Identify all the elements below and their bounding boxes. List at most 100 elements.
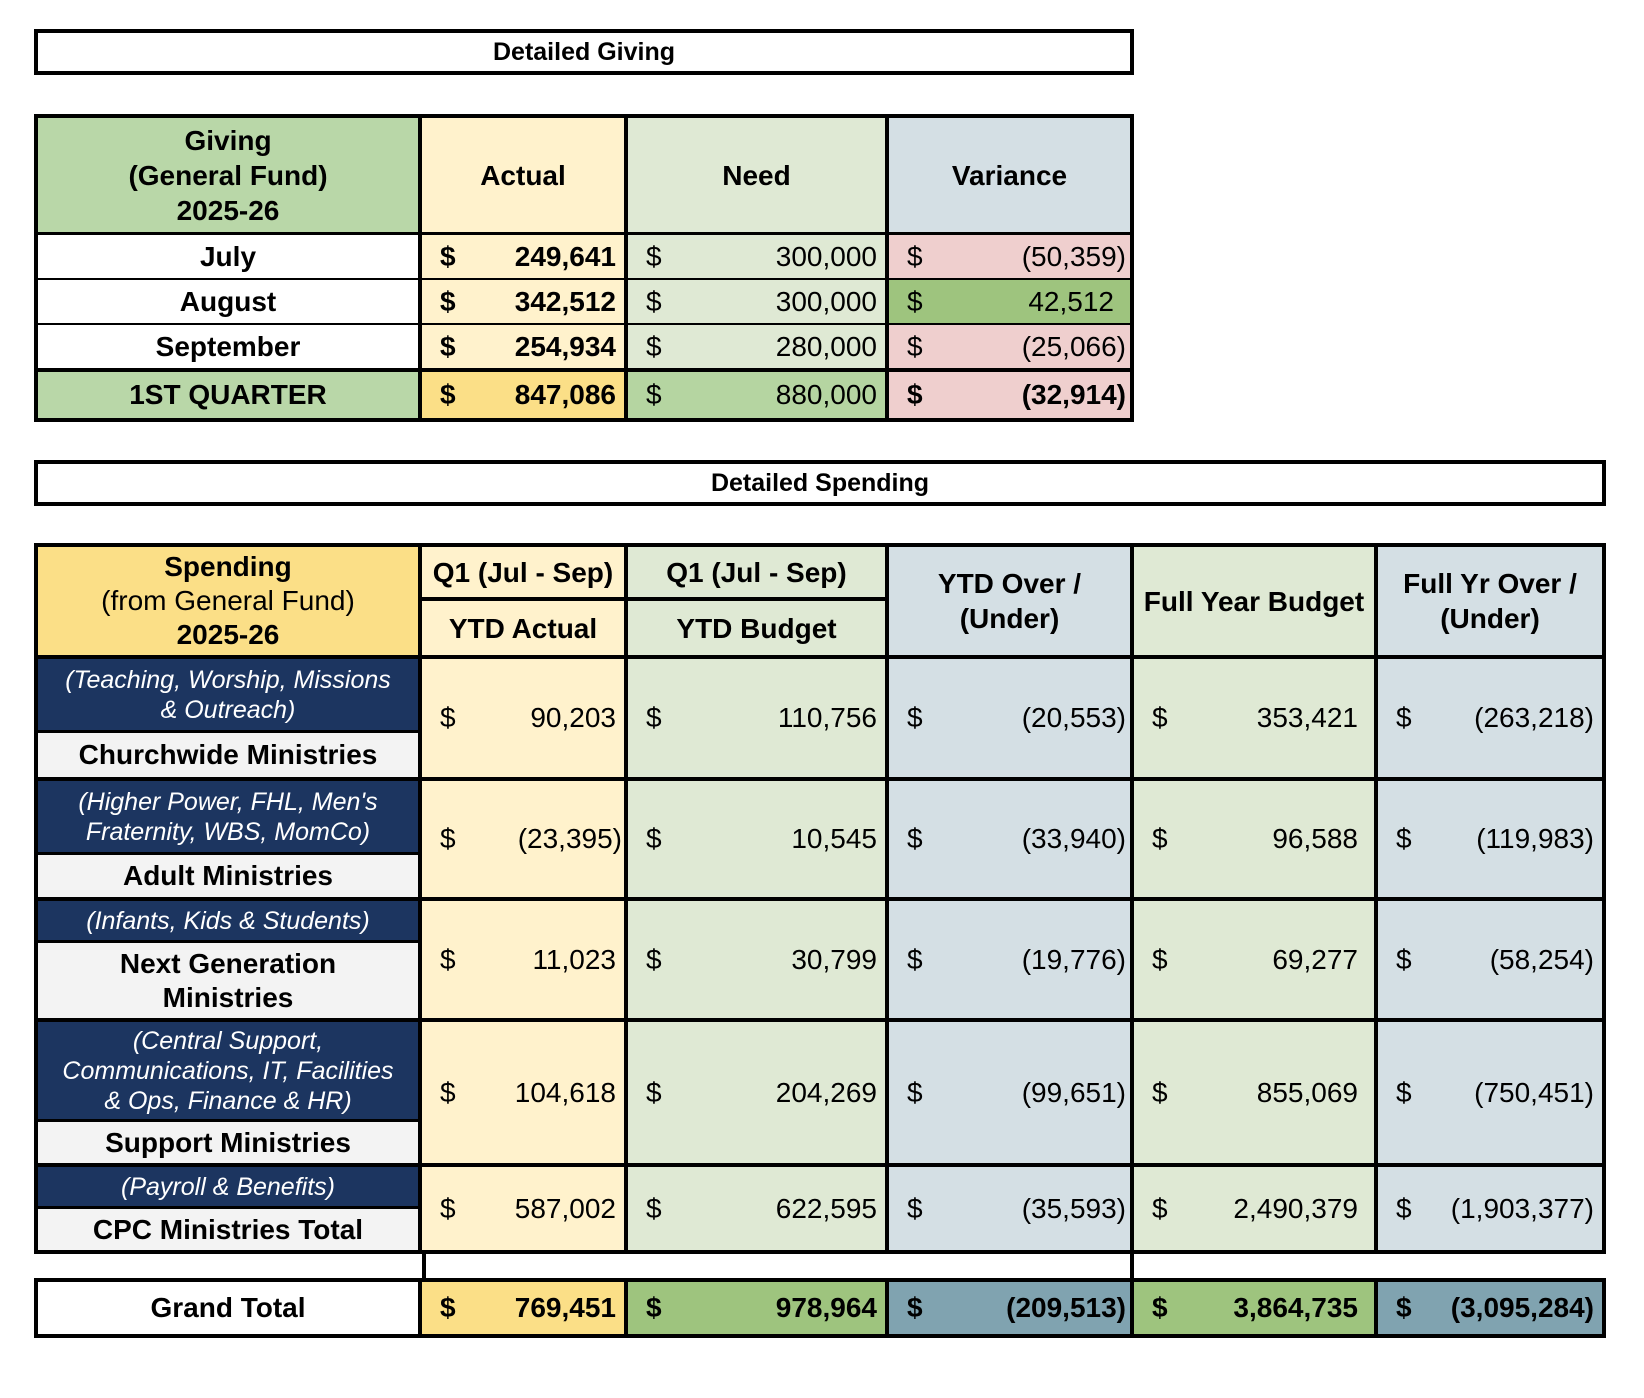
spending-label-header: Spending (from General Fund) 2025-26 [38, 547, 418, 655]
ytd-budget-cell: $ 10,545 [628, 781, 885, 897]
full-budget-cell: $ 2,490,379 [1134, 1167, 1374, 1250]
ministry-label: Support Ministries [38, 1122, 418, 1163]
ytd-actual-header: YTD Actual [422, 601, 624, 655]
full-over-cell: $ (1,903,377) [1378, 1167, 1602, 1250]
grand-total-budget-value: 978,964 [775, 1292, 877, 1323]
grand-total-full-over-cell: $ (3,095,284) [1378, 1282, 1602, 1334]
grand-total-actual-cell: $ 769,451 [422, 1282, 624, 1334]
full-over-cell: $ (119,983) [1378, 781, 1602, 897]
ministry-description-line: & Ops, Finance & HR) [104, 1086, 352, 1115]
ytd-over-value: (20,553) [1021, 702, 1126, 733]
spacer-right [1134, 1254, 1606, 1282]
giving-actual-cell: $ 249,641 [422, 235, 624, 278]
currency-symbol: $ [440, 285, 456, 317]
ministry-label-line: Ministries [162, 981, 294, 1013]
currency-symbol: $ [1396, 823, 1412, 854]
giving-actual-value: 249,641 [514, 240, 616, 272]
giving-total-actual-value: 847,086 [514, 379, 616, 410]
currency-symbol: $ [1152, 1192, 1168, 1224]
ministry-label: Next Generation Ministries [38, 943, 418, 1018]
spending-header-line1: Spending [164, 551, 292, 582]
ytd-over-header-line1: YTD Over / [937, 568, 1082, 599]
giving-actual-header: Actual [422, 118, 624, 232]
giving-variance-value: 42,512 [1028, 285, 1114, 317]
full-budget-value: 353,421 [1256, 702, 1358, 733]
full-over-value: (58,254) [1489, 943, 1594, 975]
ministry-description-line: (Teaching, Worship, Missions [65, 665, 391, 694]
currency-symbol: $ [1396, 1076, 1412, 1108]
currency-symbol: $ [440, 379, 456, 410]
ytd-budget-cell: $ 30,799 [628, 901, 885, 1018]
grand-total-budget-cell: $ 978,964 [628, 1282, 885, 1334]
ministry-description: (Higher Power, FHL, Men's Fraternity, WB… [38, 781, 418, 852]
ytd-actual-value: 11,023 [532, 943, 616, 975]
full-budget-value: 96,588 [1272, 823, 1358, 854]
currency-symbol: $ [646, 379, 662, 410]
currency-symbol: $ [646, 702, 662, 733]
currency-symbol: $ [907, 823, 923, 854]
currency-symbol: $ [440, 330, 456, 362]
full-over-header: Full Yr Over / (Under) [1378, 547, 1602, 655]
giving-header-line3: 2025-26 [176, 194, 280, 226]
giving-variance-cell: $ (50,359) [889, 235, 1130, 278]
ytd-actual-cell: $ 11,023 [422, 901, 624, 1018]
currency-symbol: $ [646, 240, 662, 272]
ytd-actual-cell: $ (23,395) [422, 781, 624, 897]
ytd-budget-cell: $ 110,756 [628, 659, 885, 777]
currency-symbol: $ [907, 240, 923, 272]
ministry-description-line: (Higher Power, FHL, Men's [78, 787, 378, 816]
ministry-description-line: Fraternity, WBS, MomCo) [85, 817, 371, 846]
currency-symbol: $ [907, 330, 923, 362]
currency-symbol: $ [646, 1292, 662, 1323]
currency-symbol: $ [1152, 943, 1168, 975]
giving-table: Giving (General Fund) 2025-26 Actual Nee… [34, 114, 1134, 422]
spacer-mid [426, 1254, 1130, 1282]
ytd-budget-value: 30,799 [791, 943, 877, 975]
giving-total-need-value: 880,000 [775, 379, 877, 410]
giving-variance-value: (25,066) [1021, 330, 1126, 362]
giving-row-label: August [38, 280, 418, 323]
currency-symbol: $ [1396, 1192, 1412, 1224]
currency-symbol: $ [907, 943, 923, 975]
ytd-over-value: (19,776) [1021, 943, 1126, 975]
giving-total-variance-value: (32,914) [1021, 379, 1126, 410]
grand-total-full-over-value: (3,095,284) [1450, 1292, 1594, 1323]
full-budget-value: 855,069 [1256, 1076, 1358, 1108]
ministry-label: CPC Ministries Total [38, 1209, 418, 1250]
full-over-header-line2: (Under) [1440, 603, 1540, 634]
currency-symbol: $ [440, 702, 456, 733]
currency-symbol: $ [907, 379, 923, 410]
currency-symbol: $ [646, 285, 662, 317]
grand-total-over-value: (209,513) [1006, 1292, 1126, 1323]
q1-actual-header-top: Q1 (Jul - Sep) [422, 547, 624, 597]
grand-total-row: Grand Total $ 769,451 $ 978,964 $ (209,5… [34, 1278, 1606, 1338]
giving-actual-cell: $ 254,934 [422, 325, 624, 368]
ministry-description: (Payroll & Benefits) [38, 1167, 418, 1206]
spending-title: Detailed Spending [34, 460, 1606, 506]
giving-need-value: 300,000 [775, 240, 877, 272]
ytd-over-value: (33,940) [1021, 823, 1126, 854]
grand-total-full-budget-cell: $ 3,864,735 [1134, 1282, 1374, 1334]
giving-total-variance-cell: $ (32,914) [889, 372, 1130, 418]
full-budget-cell: $ 69,277 [1134, 901, 1374, 1018]
ministry-label: Churchwide Ministries [38, 733, 418, 777]
full-over-value: (750,451) [1474, 1076, 1594, 1108]
full-budget-value: 69,277 [1272, 943, 1358, 975]
giving-header-line2: (General Fund) [128, 159, 328, 191]
currency-symbol: $ [1152, 823, 1168, 854]
currency-symbol: $ [1396, 943, 1412, 975]
q1-budget-header-top: Q1 (Jul - Sep) [628, 547, 885, 597]
spacer-left [34, 1254, 422, 1282]
currency-symbol: $ [907, 1076, 923, 1108]
ytd-actual-value: (23,395) [517, 823, 622, 854]
spending-header-line3: 2025-26 [176, 619, 280, 650]
ytd-over-cell: $ (33,940) [889, 781, 1130, 897]
ytd-budget-cell: $ 204,269 [628, 1022, 885, 1163]
giving-need-cell: $ 300,000 [628, 280, 885, 323]
ytd-budget-header: YTD Budget [628, 601, 885, 655]
currency-symbol: $ [440, 240, 456, 272]
full-over-value: (263,218) [1474, 702, 1594, 733]
giving-row-label: July [38, 235, 418, 278]
grand-total-full-budget-value: 3,864,735 [1233, 1292, 1358, 1323]
full-over-cell: $ (263,218) [1378, 659, 1602, 777]
